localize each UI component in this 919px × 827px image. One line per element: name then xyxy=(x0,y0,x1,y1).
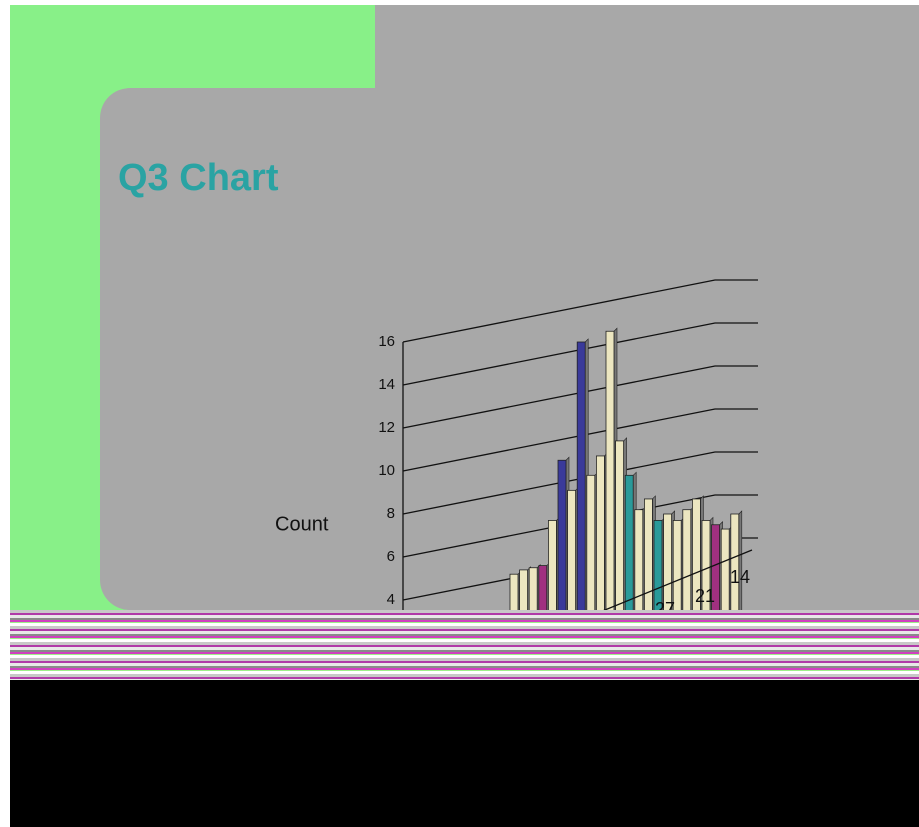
bar xyxy=(576,341,586,610)
bar xyxy=(548,520,557,610)
panel xyxy=(100,88,919,610)
y-tick-label: 12 xyxy=(378,419,395,436)
bar xyxy=(663,513,672,610)
y-tick-label: 6 xyxy=(387,548,395,565)
bar xyxy=(519,569,528,610)
y-axis-label: Count xyxy=(275,513,329,535)
plot: 4 6 8 10 12 14 16 27 21 14 xyxy=(378,279,758,619)
bar xyxy=(596,455,605,610)
y-tick-label: 8 xyxy=(387,505,395,522)
bar xyxy=(538,565,548,610)
y-tick-label: 10 xyxy=(378,462,395,479)
depth-tick-label: 14 xyxy=(730,567,750,587)
depth-tick-label: 21 xyxy=(695,586,715,606)
y-tick-label: 4 xyxy=(387,591,395,608)
bar xyxy=(701,520,711,610)
bar xyxy=(615,440,624,610)
grid-line xyxy=(402,451,758,515)
floor-edge xyxy=(603,549,753,610)
bar xyxy=(682,509,692,610)
chart-title: Q3 Chart xyxy=(118,157,279,199)
bar xyxy=(586,474,596,610)
bar xyxy=(711,524,720,610)
y-tick-label: 16 xyxy=(378,333,395,350)
grid-line xyxy=(402,322,758,386)
bar xyxy=(528,567,538,610)
black-area xyxy=(10,680,919,827)
bar xyxy=(644,498,653,610)
bar xyxy=(509,573,519,610)
bar xyxy=(720,528,730,610)
bar xyxy=(634,509,644,610)
bar-side xyxy=(738,510,743,610)
bar xyxy=(653,520,663,610)
grid-line xyxy=(402,279,758,343)
y-tick-label: 14 xyxy=(378,376,395,393)
grid-line xyxy=(402,494,758,558)
grid-line xyxy=(402,365,758,429)
glitch-band xyxy=(10,610,919,680)
bar xyxy=(730,513,740,610)
bar xyxy=(624,474,634,610)
bar xyxy=(605,330,615,610)
depth-tick-label: 27 xyxy=(655,599,675,619)
bar xyxy=(672,520,682,610)
bar xyxy=(567,489,576,610)
bar xyxy=(692,498,701,610)
grid-line xyxy=(402,408,758,472)
bar xyxy=(557,459,567,610)
